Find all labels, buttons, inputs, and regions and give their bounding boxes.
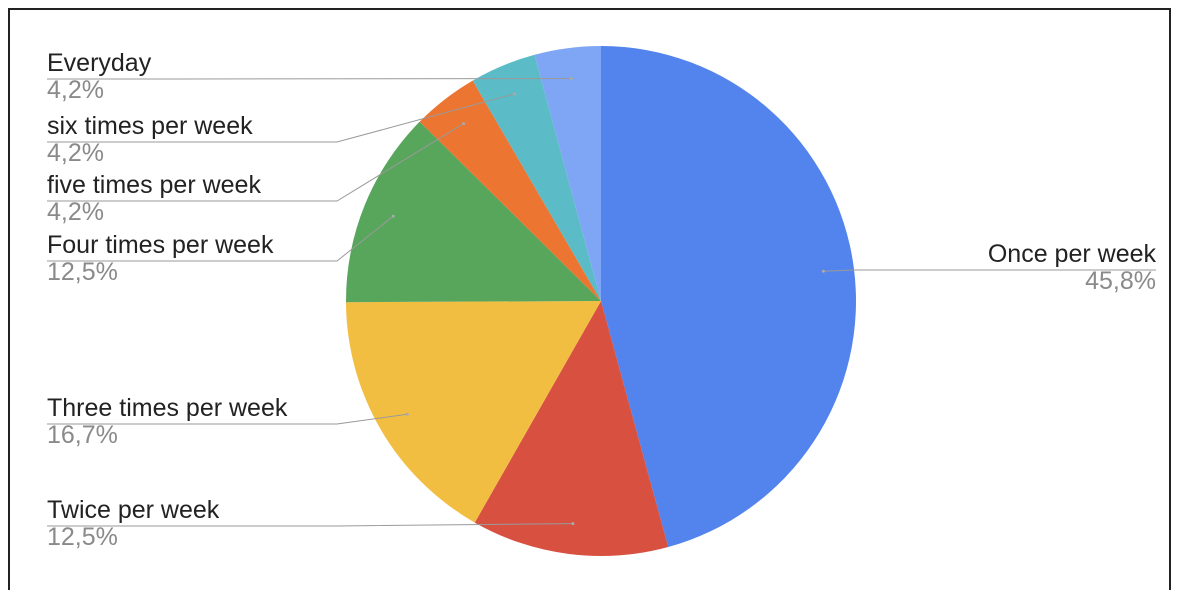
pie-slice-once-per-week bbox=[601, 46, 856, 547]
leader-dot-everyday bbox=[570, 77, 573, 80]
leader-dot-five-times-per-week bbox=[462, 122, 466, 126]
slice-label-six-times-per-week: six times per week bbox=[47, 112, 253, 140]
leader-line-twice-per-week bbox=[47, 523, 573, 527]
slice-value-everyday: 4,2% bbox=[47, 76, 104, 104]
slice-label-once-per-week: Once per week bbox=[988, 240, 1157, 268]
slice-value-once-per-week: 45,8% bbox=[1085, 267, 1156, 295]
leader-line-six-times-per-week bbox=[47, 93, 515, 143]
slice-label-five-times-per-week: five times per week bbox=[47, 171, 261, 199]
slice-value-three-times-per-week: 16,7% bbox=[47, 421, 118, 449]
leader-dot-six-times-per-week bbox=[513, 92, 517, 96]
slice-value-twice-per-week: 12,5% bbox=[47, 523, 118, 551]
leader-line-four-times-per-week bbox=[47, 215, 394, 262]
slice-label-twice-per-week: Twice per week bbox=[47, 496, 220, 524]
slice-label-everyday: Everyday bbox=[47, 49, 152, 77]
slice-label-three-times-per-week: Three times per week bbox=[47, 394, 288, 422]
leader-dot-three-times-per-week bbox=[405, 412, 409, 416]
pie-slices bbox=[345, 46, 856, 557]
leader-dot-twice-per-week bbox=[571, 522, 575, 526]
leader-line-three-times-per-week bbox=[47, 413, 408, 425]
leader-line-everyday bbox=[47, 78, 572, 80]
pie-slice-three-times-per-week bbox=[346, 301, 601, 523]
slice-value-four-times-per-week: 12,5% bbox=[47, 258, 118, 286]
pie-slice-everyday bbox=[534, 46, 601, 301]
slice-value-six-times-per-week: 4,2% bbox=[47, 139, 104, 167]
slice-label-four-times-per-week: Four times per week bbox=[47, 231, 274, 259]
leader-line-once-per-week bbox=[823, 269, 1156, 272]
leader-dot-four-times-per-week bbox=[391, 214, 395, 218]
leader-line-five-times-per-week bbox=[47, 123, 464, 202]
pie-slice-five-times-per-week bbox=[419, 80, 601, 301]
pie-slice-twice-per-week bbox=[474, 301, 669, 557]
slice-value-five-times-per-week: 4,2% bbox=[47, 198, 104, 226]
leader-dot-once-per-week bbox=[821, 269, 825, 273]
pie-slice-four-times-per-week bbox=[345, 121, 601, 303]
pie-slice-six-times-per-week bbox=[472, 54, 601, 302]
